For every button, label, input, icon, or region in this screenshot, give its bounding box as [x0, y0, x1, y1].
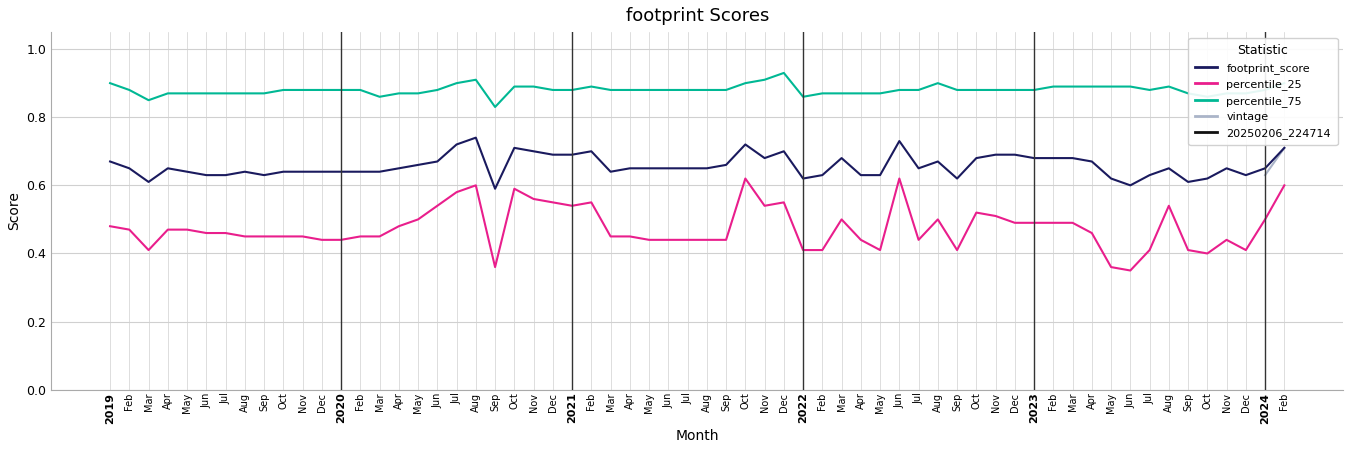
- percentile_25: [198, 230, 215, 236]
- percentile_75: [410, 90, 427, 96]
- percentile_25: [737, 176, 753, 181]
- percentile_75: [776, 70, 792, 76]
- percentile_75: [103, 81, 119, 86]
- footprint_score: [1276, 145, 1292, 151]
- footprint_score: [410, 162, 427, 167]
- percentile_25: [1161, 203, 1177, 208]
- Line: footprint_score: footprint_score: [111, 138, 1284, 189]
- vintage: [1257, 172, 1273, 178]
- footprint_score: [718, 162, 734, 167]
- Y-axis label: Score: Score: [7, 191, 22, 230]
- footprint_score: [198, 172, 215, 178]
- X-axis label: Month: Month: [675, 429, 720, 443]
- Line: vintage: vintage: [1265, 148, 1284, 175]
- Line: percentile_25: percentile_25: [111, 179, 1284, 270]
- percentile_75: [1276, 81, 1292, 86]
- Title: footprint Scores: footprint Scores: [625, 7, 770, 25]
- percentile_75: [333, 87, 350, 93]
- percentile_25: [1122, 268, 1138, 273]
- footprint_score: [103, 159, 119, 164]
- percentile_75: [853, 90, 869, 96]
- percentile_75: [1161, 84, 1177, 89]
- percentile_25: [679, 237, 695, 243]
- percentile_75: [699, 87, 716, 93]
- footprint_score: [853, 172, 869, 178]
- percentile_25: [1276, 183, 1292, 188]
- percentile_25: [103, 224, 119, 229]
- footprint_score: [467, 135, 483, 140]
- Legend: footprint_score, percentile_25, percentile_75, vintage, 20250206_224714: footprint_score, percentile_25, percenti…: [1188, 38, 1338, 145]
- percentile_25: [410, 217, 427, 222]
- Line: percentile_75: percentile_75: [111, 73, 1284, 107]
- footprint_score: [333, 169, 350, 175]
- footprint_score: [487, 186, 504, 191]
- percentile_25: [333, 237, 350, 243]
- footprint_score: [1161, 166, 1177, 171]
- percentile_75: [198, 90, 215, 96]
- percentile_25: [833, 217, 849, 222]
- vintage: [1276, 145, 1292, 151]
- percentile_75: [487, 104, 504, 110]
